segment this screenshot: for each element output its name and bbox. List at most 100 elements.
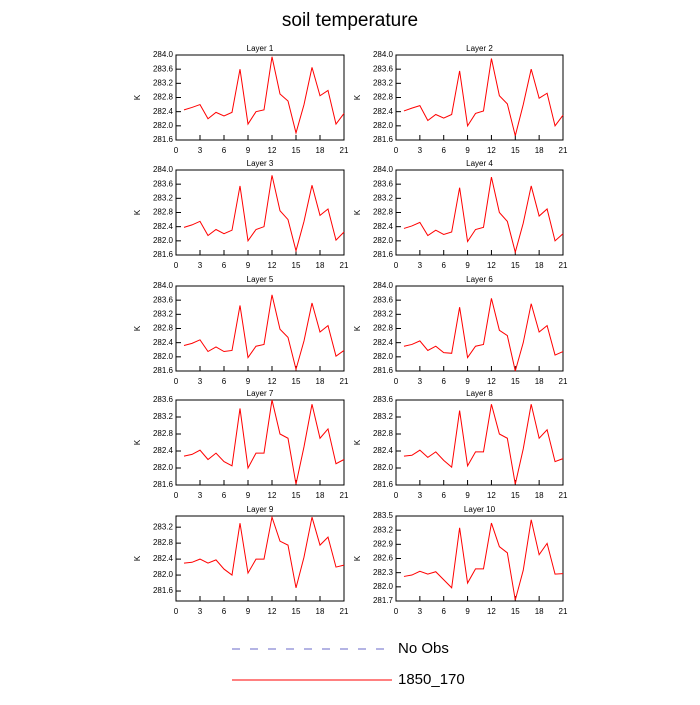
x-tick-label: 9 — [246, 261, 251, 270]
x-tick-label: 9 — [246, 491, 251, 500]
x-tick-label: 9 — [246, 377, 251, 386]
panel-title: Layer 7 — [247, 389, 274, 398]
panel-title: Layer 6 — [466, 275, 493, 284]
x-tick-label: 12 — [268, 607, 277, 616]
x-tick-label: 0 — [174, 146, 179, 155]
x-tick-label: 9 — [465, 607, 470, 616]
x-tick-label: 21 — [340, 607, 349, 616]
y-tick-label: 283.6 — [153, 295, 174, 304]
x-tick-label: 3 — [418, 607, 423, 616]
plot-frame — [395, 515, 564, 602]
y-tick-label: 283.2 — [373, 525, 394, 534]
y-tick-label: 281.6 — [153, 586, 174, 595]
y-tick-label: 283.6 — [373, 295, 394, 304]
x-tick-label: 21 — [340, 377, 349, 386]
x-tick-label: 21 — [559, 261, 568, 270]
y-tick-label: 282.8 — [153, 538, 174, 547]
x-tick-label: 0 — [174, 377, 179, 386]
x-tick-label: 0 — [394, 261, 399, 270]
y-tick-label: 283.2 — [153, 193, 174, 202]
x-tick-label: 18 — [316, 607, 325, 616]
x-tick-label: 18 — [535, 607, 544, 616]
y-tick-label: 284.0 — [153, 165, 174, 174]
x-tick-label: 15 — [292, 607, 301, 616]
y-axis-label: K — [353, 439, 362, 445]
y-tick-label: 283.6 — [153, 179, 174, 188]
plot-frame — [175, 515, 345, 602]
plot-frame — [395, 54, 564, 141]
y-tick-label: 282.4 — [153, 338, 174, 347]
y-tick-label: 282.4 — [153, 222, 174, 231]
y-axis-label: K — [353, 209, 362, 215]
y-tick-label: 282.8 — [373, 208, 394, 217]
x-tick-label: 18 — [535, 146, 544, 155]
data-line — [403, 298, 564, 372]
y-axis-label: K — [133, 439, 142, 445]
x-tick-label: 12 — [268, 491, 277, 500]
panel-title: Layer 3 — [247, 159, 274, 168]
x-tick-label: 6 — [441, 261, 446, 270]
y-tick-label: 282.4 — [153, 446, 174, 455]
y-tick-label: 282.4 — [373, 446, 394, 455]
data-line — [183, 515, 345, 588]
y-tick-label: 281.6 — [153, 135, 174, 144]
x-tick-label: 6 — [222, 377, 227, 386]
data-line — [403, 58, 564, 136]
figure-title: soil temperature — [282, 10, 418, 31]
y-axis-label: K — [353, 94, 362, 100]
y-tick-label: 284.0 — [153, 50, 174, 59]
y-tick-label: 282.0 — [373, 352, 394, 361]
x-tick-label: 12 — [487, 607, 496, 616]
plot-frame — [175, 399, 345, 486]
y-tick-label: 283.2 — [153, 522, 174, 531]
y-tick-label: 282.4 — [153, 107, 174, 116]
y-tick-label: 283.2 — [373, 309, 394, 318]
x-tick-label: 3 — [418, 146, 423, 155]
x-tick-label: 9 — [246, 146, 251, 155]
y-tick-label: 281.6 — [153, 480, 174, 489]
y-axis-label: K — [133, 209, 142, 215]
y-tick-label: 283.6 — [373, 179, 394, 188]
x-tick-label: 15 — [511, 491, 520, 500]
x-tick-label: 21 — [340, 261, 349, 270]
data-line — [403, 519, 564, 601]
x-tick-label: 6 — [441, 146, 446, 155]
y-tick-label: 282.4 — [373, 222, 394, 231]
x-tick-label: 15 — [511, 146, 520, 155]
y-tick-label: 282.0 — [373, 121, 394, 130]
data-line — [403, 176, 564, 255]
y-tick-label: 282.0 — [153, 121, 174, 130]
panel-title: Layer 10 — [464, 505, 496, 514]
x-tick-label: 15 — [292, 491, 301, 500]
y-axis-label: K — [133, 555, 142, 561]
y-tick-label: 282.8 — [153, 324, 174, 333]
y-tick-label: 283.2 — [153, 78, 174, 87]
y-tick-label: 283.2 — [153, 309, 174, 318]
data-line — [183, 399, 345, 485]
y-tick-label: 281.6 — [373, 250, 394, 259]
x-tick-label: 18 — [535, 491, 544, 500]
panel-title: Layer 1 — [247, 44, 274, 53]
x-tick-label: 6 — [441, 491, 446, 500]
y-tick-label: 282.8 — [373, 324, 394, 333]
x-tick-label: 0 — [174, 607, 179, 616]
y-tick-label: 282.8 — [373, 429, 394, 438]
x-tick-label: 12 — [268, 146, 277, 155]
y-tick-label: 282.8 — [373, 93, 394, 102]
y-tick-label: 281.6 — [153, 366, 174, 375]
y-tick-label: 281.6 — [373, 135, 394, 144]
data-line — [183, 294, 345, 372]
x-tick-label: 18 — [535, 261, 544, 270]
x-tick-label: 12 — [268, 377, 277, 386]
x-tick-label: 15 — [292, 261, 301, 270]
x-tick-label: 9 — [465, 146, 470, 155]
panel-title: Layer 5 — [247, 275, 274, 284]
y-tick-label: 282.8 — [153, 429, 174, 438]
x-tick-label: 6 — [222, 261, 227, 270]
x-tick-label: 21 — [340, 491, 349, 500]
y-tick-label: 282.4 — [373, 338, 394, 347]
x-tick-label: 18 — [535, 377, 544, 386]
x-tick-label: 15 — [511, 377, 520, 386]
x-tick-label: 3 — [198, 377, 203, 386]
x-tick-label: 3 — [418, 261, 423, 270]
